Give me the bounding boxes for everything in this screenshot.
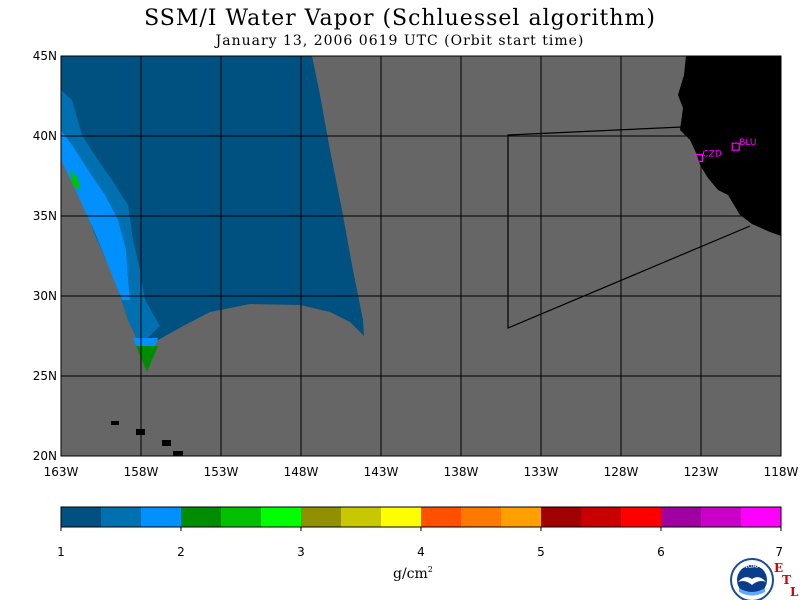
- colorbar-swatch: [341, 507, 382, 527]
- hawaii-island-3: [162, 440, 171, 446]
- colorbar-swatch: [61, 507, 102, 527]
- colorbar-unit-label: g/cm2: [393, 565, 433, 582]
- colorbar-tick-label: 7: [775, 545, 783, 559]
- lon-label: 148W: [284, 465, 319, 479]
- colorbar-swatch: [701, 507, 742, 527]
- region-outline-line: [507, 126, 751, 329]
- colorbar-swatch: [101, 507, 142, 527]
- lat-label: 40N: [33, 129, 57, 143]
- colorbar-swatch: [181, 507, 222, 527]
- map-panel: CZD BLU: [60, 55, 782, 457]
- swath-light-blue-tip: [133, 338, 158, 346]
- etl-letter-e: E: [774, 561, 783, 575]
- colorbar-swatch: [741, 507, 782, 527]
- colorbar-swatch: [661, 507, 702, 527]
- colorbar-swatch: [621, 507, 662, 527]
- lon-label: 153W: [204, 465, 239, 479]
- colorbar-swatch: [461, 507, 502, 527]
- map-title: SSM/I Water Vapor (Schluessel algorithm): [144, 6, 656, 31]
- colorbar-swatch: [501, 507, 542, 527]
- latitude-labels: 45N 40N 35N 30N 25N 20N: [33, 49, 57, 463]
- colorbar: [60, 506, 782, 531]
- region-outline: [507, 126, 751, 329]
- noaa-logo-text: NOAA: [743, 563, 761, 570]
- hawaii-island-1: [111, 421, 119, 425]
- lat-label: 25N: [33, 369, 57, 383]
- colorbar-swatch: [141, 507, 182, 527]
- colorbar-tick-label: 3: [297, 545, 305, 559]
- colorbar-tick-label: 2: [177, 545, 185, 559]
- noaa-gull-icon: [738, 577, 766, 585]
- colorbar-swatch: [381, 507, 422, 527]
- lon-label: 143W: [364, 465, 399, 479]
- lat-label: 30N: [33, 289, 57, 303]
- colorbar-swatch: [301, 507, 342, 527]
- map-subtitle: January 13, 2006 0619 UTC (Orbit start t…: [215, 33, 585, 49]
- site-label: BLU: [739, 138, 756, 148]
- colorbar-tick-label: 6: [657, 545, 665, 559]
- lon-label: 158W: [124, 465, 159, 479]
- lat-label: 45N: [33, 49, 57, 63]
- lon-label: 133W: [524, 465, 559, 479]
- swath-light-blue: [61, 130, 130, 300]
- colorbar-swatch: [421, 507, 462, 527]
- north-america-landmass: [678, 56, 781, 236]
- colorbar-tick-label: 4: [417, 545, 425, 559]
- map-frame: [60, 55, 782, 457]
- colorbar-tick-labels: 1 2 3 4 5 6 7: [57, 545, 783, 559]
- colorbar-unit-exponent: 2: [428, 565, 433, 574]
- etl-letter-t: T: [782, 573, 791, 587]
- site-marker-icon: [731, 142, 740, 151]
- swath-bright-green-edge: [70, 170, 80, 190]
- lon-label: 163W: [44, 465, 79, 479]
- site-marker-icon: [694, 153, 704, 162]
- colorbar-unit: g/cm: [393, 566, 428, 582]
- lon-label: 128W: [604, 465, 639, 479]
- lat-lon-grid: [61, 56, 781, 456]
- noaa-wave-icon: [739, 588, 765, 596]
- colorbar-swatch: [221, 507, 262, 527]
- lon-label: 118W: [764, 465, 799, 479]
- lon-label: 123W: [684, 465, 719, 479]
- colorbar-tick-label: 5: [537, 545, 545, 559]
- colorbar-swatch: [261, 507, 302, 527]
- colorbar-swatch: [541, 507, 582, 527]
- longitude-labels: 163W 158W 153W 148W 143W 138W 133W 128W 123W 118W: [44, 465, 799, 479]
- colorbar-tick-label: 1: [57, 545, 65, 559]
- lon-label: 138W: [444, 465, 479, 479]
- site-markers: CZD BLU: [694, 138, 757, 162]
- colorbar-swatch: [581, 507, 622, 527]
- site-label: CZD: [702, 149, 721, 159]
- noaa-logo: NOAA: [730, 558, 774, 600]
- etl-letter-l: L: [790, 585, 799, 599]
- hawaii-island-4: [173, 451, 183, 456]
- lat-label: 20N: [33, 449, 57, 463]
- water-vapor-swath: [61, 56, 364, 372]
- lat-label: 35N: [33, 209, 57, 223]
